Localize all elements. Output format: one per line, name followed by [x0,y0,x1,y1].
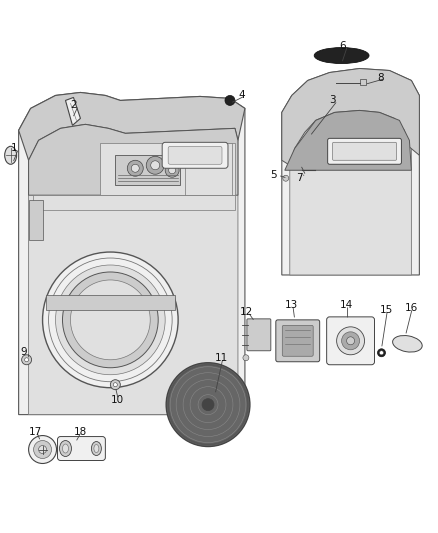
Ellipse shape [392,335,422,352]
Polygon shape [115,155,180,185]
Polygon shape [19,92,245,415]
Text: 9: 9 [21,347,27,357]
Text: 7: 7 [296,173,302,183]
FancyBboxPatch shape [57,437,106,461]
Text: 14: 14 [339,300,353,310]
Text: 4: 4 [238,91,244,100]
Ellipse shape [94,445,99,453]
Circle shape [346,337,355,345]
Text: 17: 17 [28,426,42,437]
Circle shape [110,379,120,390]
Circle shape [378,349,385,357]
Ellipse shape [314,47,369,63]
Polygon shape [185,143,232,195]
Circle shape [165,163,179,177]
Circle shape [42,252,178,387]
Polygon shape [290,115,411,275]
Circle shape [337,327,364,355]
FancyBboxPatch shape [332,142,396,160]
Text: 11: 11 [215,353,228,363]
Text: 1: 1 [11,143,17,154]
Text: 5: 5 [270,170,276,180]
Polygon shape [285,110,411,170]
Polygon shape [100,143,235,195]
FancyBboxPatch shape [327,317,374,365]
Polygon shape [28,200,42,240]
Circle shape [146,156,164,174]
Polygon shape [282,69,419,275]
Circle shape [166,363,250,447]
Text: 3: 3 [330,95,336,106]
FancyBboxPatch shape [189,147,226,166]
Polygon shape [175,390,240,430]
Circle shape [283,175,289,181]
Circle shape [39,446,46,454]
Text: 16: 16 [404,303,418,313]
Polygon shape [282,69,419,165]
Circle shape [25,358,28,362]
Text: 18: 18 [74,426,87,437]
Text: 15: 15 [379,305,393,315]
Circle shape [113,383,117,386]
FancyBboxPatch shape [276,320,320,362]
Circle shape [151,161,160,169]
Text: 12: 12 [240,307,253,317]
Ellipse shape [60,441,71,456]
Circle shape [28,435,57,464]
FancyBboxPatch shape [168,147,222,164]
Polygon shape [360,79,366,85]
Polygon shape [28,124,238,415]
FancyBboxPatch shape [247,319,271,351]
Circle shape [34,441,52,458]
Polygon shape [19,92,245,160]
Text: 6: 6 [339,41,346,51]
Circle shape [379,351,384,355]
Ellipse shape [5,147,17,164]
Circle shape [127,160,143,176]
Text: 2: 2 [71,100,77,110]
Circle shape [131,164,139,172]
Text: 10: 10 [110,394,124,405]
Circle shape [56,265,165,375]
Circle shape [243,355,249,361]
Ellipse shape [63,444,68,453]
Polygon shape [32,195,235,210]
Polygon shape [66,98,81,125]
Circle shape [202,399,214,410]
FancyBboxPatch shape [283,325,313,356]
Polygon shape [46,295,175,310]
Text: 8: 8 [378,74,384,84]
Circle shape [71,280,150,360]
Circle shape [169,167,176,174]
FancyBboxPatch shape [162,142,228,168]
Circle shape [63,272,158,368]
Ellipse shape [92,441,101,456]
Circle shape [21,355,32,365]
Circle shape [225,95,235,106]
Polygon shape [28,124,238,195]
Text: 13: 13 [285,300,298,310]
FancyBboxPatch shape [328,139,401,164]
Circle shape [342,332,360,350]
